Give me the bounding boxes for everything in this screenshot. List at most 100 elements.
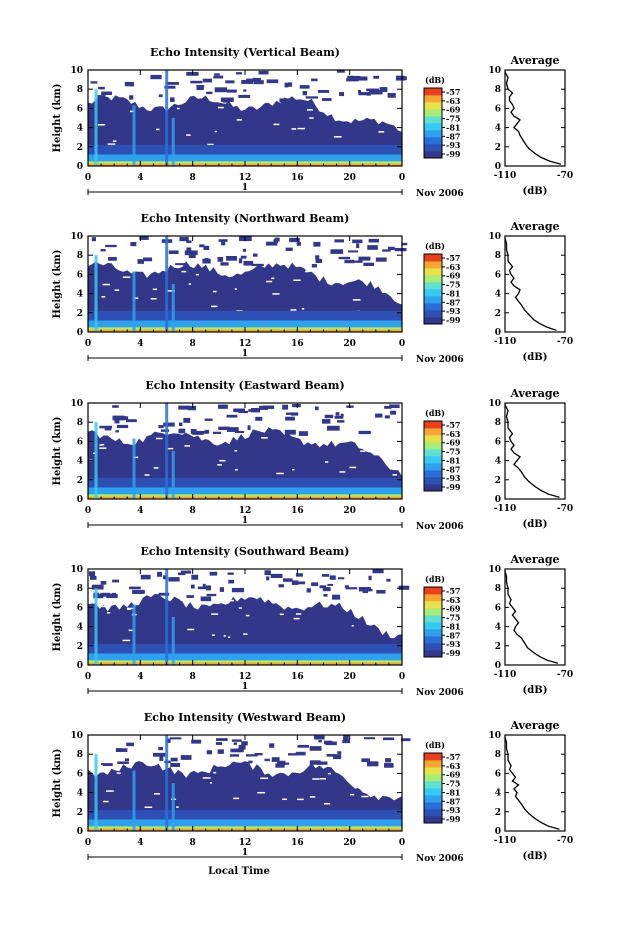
profile-y-tick-label: 0	[495, 827, 501, 837]
profile-x-tick-label: -70	[557, 836, 573, 846]
echo-gap	[327, 772, 331, 775]
echo-cell	[259, 405, 268, 410]
colorbar-tick-label: -93	[446, 306, 461, 316]
echo-cell	[196, 85, 205, 88]
colorbar-tick-label: -87	[446, 464, 460, 474]
colorbar-swatch	[424, 601, 442, 609]
profile-point	[505, 747, 508, 750]
echo-cell	[231, 587, 244, 593]
echo-cell	[93, 593, 104, 599]
echo-cell	[271, 757, 280, 762]
profile-frame	[504, 235, 566, 333]
x-tick-label: 0	[85, 339, 91, 349]
echo-gap	[207, 143, 214, 146]
echo-cell	[298, 431, 308, 436]
band-mid	[88, 653, 402, 661]
profile-y-tick-label: 8	[495, 584, 501, 594]
echo-cell	[387, 92, 396, 98]
echo-gap	[153, 467, 159, 469]
echo-cell	[124, 81, 134, 87]
x-tick-label: 0	[85, 506, 91, 516]
echo-cell	[309, 760, 321, 765]
x-tick-label: 0	[85, 173, 91, 183]
echo-cell	[322, 419, 331, 424]
echo-cell	[298, 581, 306, 585]
echo-cell	[383, 737, 395, 741]
echo-cell	[238, 94, 251, 98]
colorbar-unit: (dB)	[425, 408, 445, 418]
colorbar-tick-label: -93	[446, 639, 461, 649]
profile-point	[519, 119, 521, 121]
echo-cell	[252, 77, 261, 82]
echo-gap	[358, 787, 366, 789]
band-low	[88, 477, 402, 488]
profile-x-axis-label: (dB)	[523, 186, 548, 197]
echo-cell	[292, 404, 301, 408]
profile-point	[504, 570, 506, 572]
echo-cell	[112, 405, 119, 408]
y-tick-label: 10	[70, 565, 83, 575]
profile-point	[511, 614, 514, 616]
colorbar-tick-label: -57	[446, 420, 460, 430]
profile-title: Average	[509, 387, 559, 400]
echo-cell	[112, 415, 125, 421]
echo-gap	[128, 629, 133, 632]
echo-cell	[229, 754, 240, 757]
echo-gap	[239, 103, 243, 106]
profile-point	[513, 277, 515, 279]
echo-cell	[209, 571, 218, 576]
profile-point	[508, 768, 511, 771]
profile-point	[519, 289, 521, 291]
echo-gap	[217, 464, 222, 466]
echo-gap	[257, 791, 266, 794]
profile-point	[558, 828, 560, 830]
echo-cell	[116, 424, 129, 429]
echo-cell	[202, 258, 211, 264]
x-tick-label: 0	[399, 838, 405, 848]
heatmap-plot	[88, 403, 402, 499]
echo-cell	[164, 85, 176, 89]
band-mid	[88, 487, 402, 495]
echo-gap	[223, 635, 226, 637]
profile-point	[517, 130, 520, 133]
echo-cell	[366, 88, 380, 92]
echo-gap	[345, 434, 349, 437]
echo-cell	[342, 739, 351, 744]
echo-gap	[245, 614, 250, 617]
profile-y-tick-label: 10	[488, 232, 501, 242]
profile-point	[528, 148, 530, 150]
echo-gap	[349, 466, 357, 469]
profile-point	[538, 655, 541, 657]
echo-cell	[114, 420, 120, 424]
echo-cell	[363, 262, 375, 267]
echo-cell	[203, 245, 210, 251]
profile-point	[505, 82, 508, 85]
y-tick-label: 2	[77, 309, 83, 319]
colorbar-swatch	[424, 88, 442, 96]
y-tick-label: 10	[70, 66, 83, 76]
profile-point	[511, 606, 514, 609]
band-low	[88, 809, 402, 820]
colorbar-frame	[423, 420, 443, 492]
colorbar-swatch	[424, 442, 442, 450]
echo-cell	[117, 761, 129, 764]
colorbar-swatch	[424, 303, 442, 311]
echo-cell	[339, 92, 345, 97]
echo-cell	[187, 405, 197, 411]
echo-cell	[343, 735, 349, 741]
colorbar-tick-label: -81	[446, 455, 460, 465]
echo-gap	[129, 110, 135, 113]
echo-cell	[235, 431, 245, 434]
echo-cell	[217, 749, 224, 754]
colorbar-tick-label: -87	[446, 131, 460, 141]
profile-point	[513, 452, 515, 454]
echo-cell	[231, 739, 242, 742]
colorbar-swatch	[424, 774, 442, 782]
colorbar-tick-label: -57	[446, 752, 460, 762]
echo-cell	[279, 98, 289, 103]
echo-cell	[344, 259, 355, 264]
echo-cell	[366, 92, 371, 96]
colorbar-tick-label: -99	[446, 482, 461, 492]
colorbar-tick-label: -69	[446, 770, 461, 780]
